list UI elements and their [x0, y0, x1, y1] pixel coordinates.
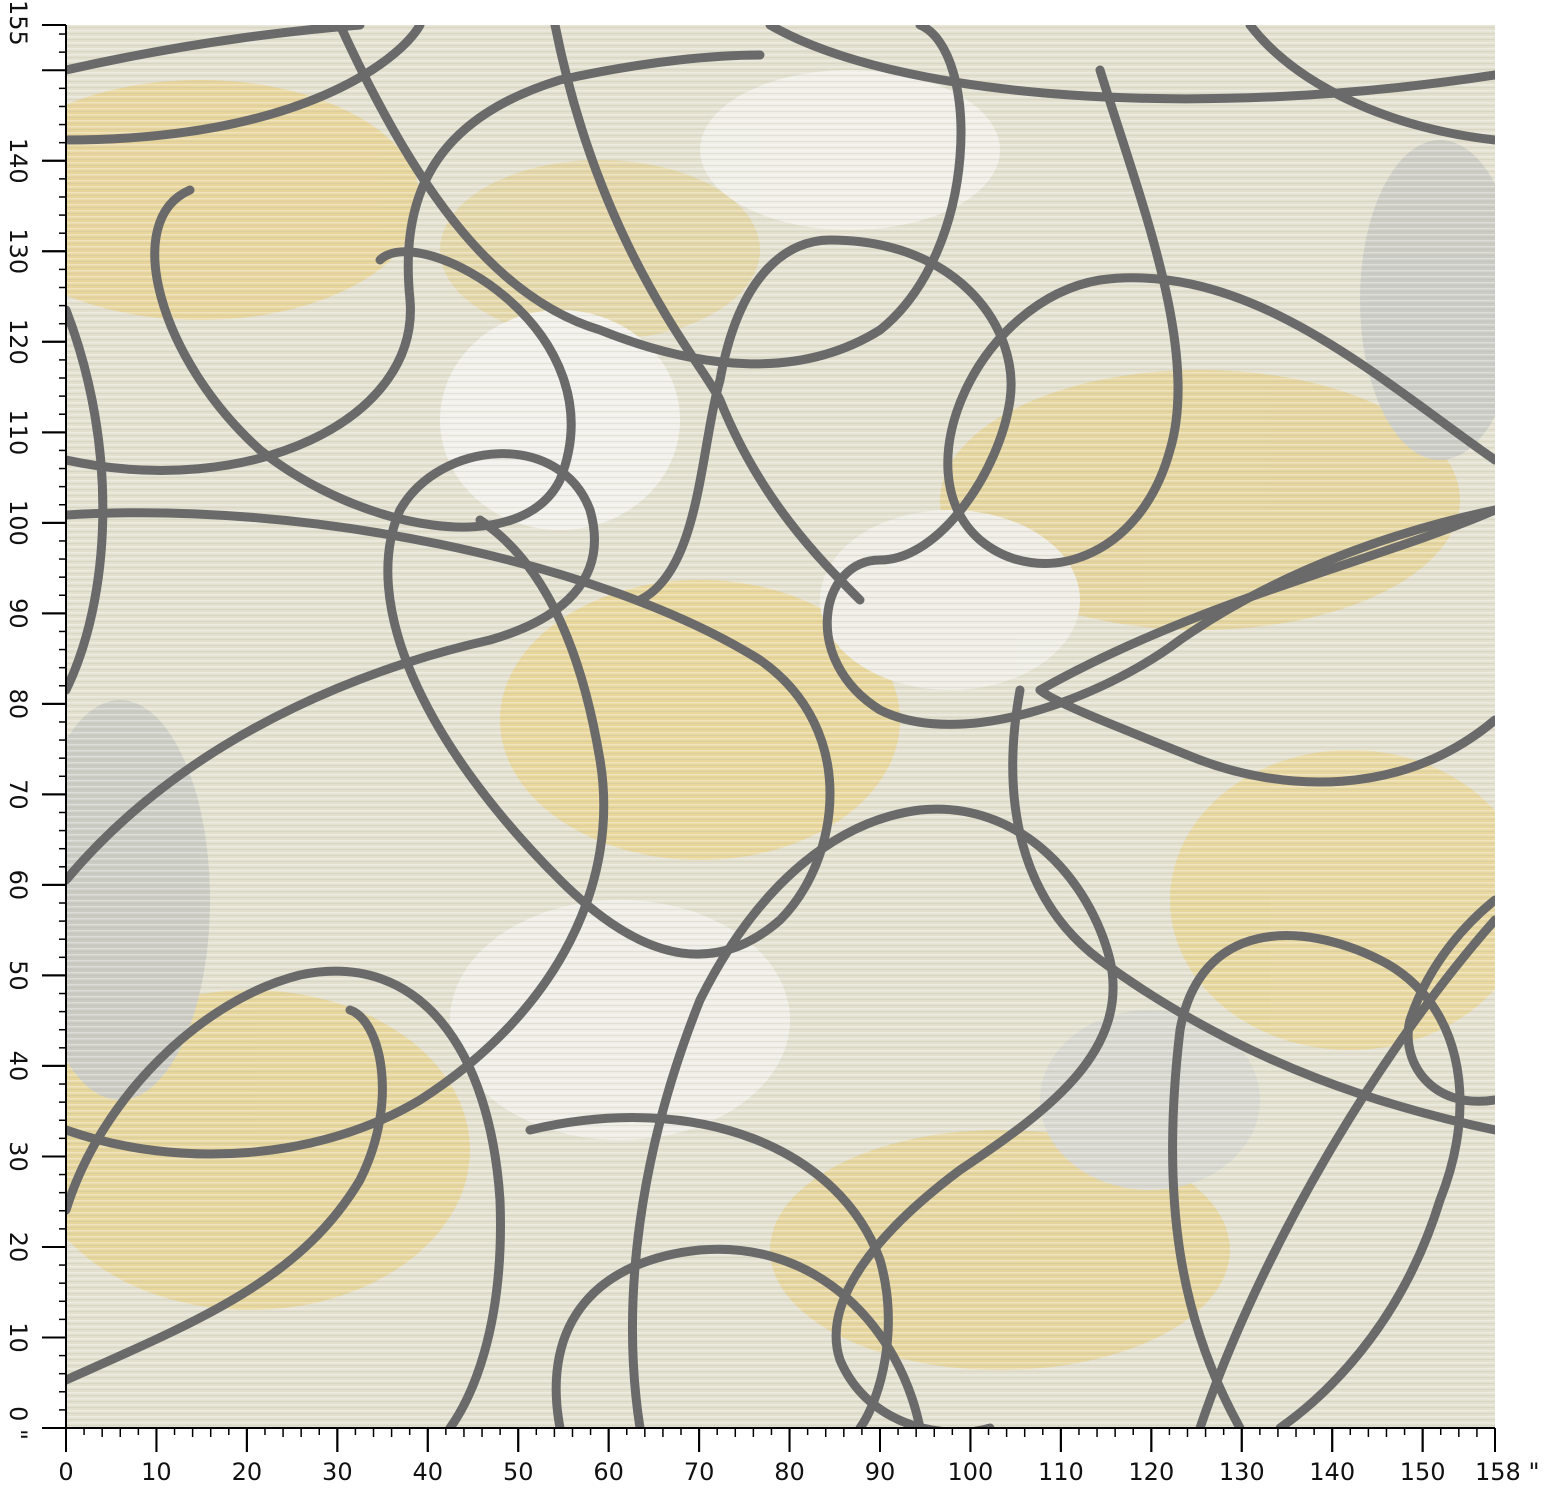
- y-tick-label: 0 ": [4, 1406, 32, 1440]
- y-tick-label: 80: [4, 689, 32, 720]
- x-tick-label: 80: [774, 1458, 805, 1486]
- x-tick-label: 130: [1219, 1458, 1265, 1486]
- x-tick-label: 10: [141, 1458, 172, 1486]
- x-tick-label: 120: [1128, 1458, 1174, 1486]
- x-tick-label: 100: [948, 1458, 994, 1486]
- x-tick-label: 140: [1309, 1458, 1355, 1486]
- y-tick-label: 100: [4, 500, 32, 546]
- rug: [66, 25, 1495, 1428]
- x-tick-label: 60: [593, 1458, 624, 1486]
- y-tick-label: 155: [4, 0, 32, 46]
- y-tick-label: 50: [4, 960, 32, 991]
- x-tick-label: 50: [503, 1458, 534, 1486]
- x-tick-label: 90: [865, 1458, 896, 1486]
- y-tick-label: 10: [4, 1322, 32, 1353]
- y-tick-label: 40: [4, 1051, 32, 1082]
- x-tick-label: 70: [684, 1458, 715, 1486]
- x-tick-label: 30: [322, 1458, 353, 1486]
- y-tick-label: 60: [4, 870, 32, 901]
- y-tick-label: 20: [4, 1232, 32, 1263]
- x-tick-label: 158 ": [1475, 1458, 1539, 1486]
- x-tick-label: 110: [1038, 1458, 1084, 1486]
- y-tick-label: 120: [4, 319, 32, 365]
- x-tick-label: 20: [232, 1458, 263, 1486]
- y-tick-label: 110: [4, 409, 32, 455]
- x-tick-label: 0: [58, 1458, 73, 1486]
- y-tick-label: 130: [4, 228, 32, 274]
- x-tick-label: 150: [1400, 1458, 1446, 1486]
- y-tick-label: 140: [4, 138, 32, 184]
- y-tick-label: 70: [4, 779, 32, 810]
- y-tick-label: 90: [4, 598, 32, 629]
- y-tick-label: 30: [4, 1141, 32, 1172]
- x-tick-label: 40: [412, 1458, 443, 1486]
